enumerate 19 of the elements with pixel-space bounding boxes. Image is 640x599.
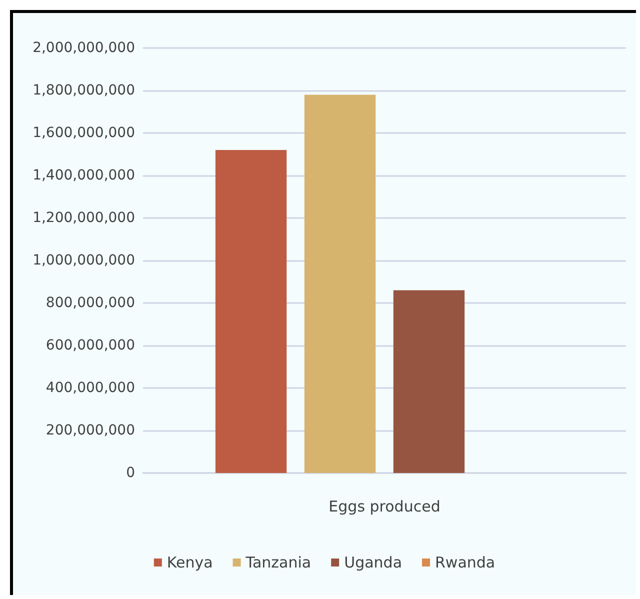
y-tick-label: 400,000,000	[46, 380, 135, 396]
y-tick-label: 600,000,000	[46, 338, 135, 354]
bar	[215, 150, 287, 473]
legend-label: Rwanda	[435, 554, 496, 572]
x-tick-label: Eggs produced	[328, 498, 440, 516]
legend-label: Tanzania	[244, 554, 312, 572]
y-tick-label: 1,400,000,000	[32, 168, 135, 184]
y-tick-label: 2,000,000,000	[32, 40, 135, 56]
legend-label: Kenya	[166, 554, 213, 572]
bar	[304, 94, 376, 473]
y-tick-label: 1,600,000,000	[32, 125, 135, 141]
y-tick-label: 800,000,000	[46, 295, 135, 311]
legend-label: Uganda	[344, 554, 402, 572]
y-tick-label: 1,800,000,000	[32, 82, 135, 98]
y-tick-label: 200,000,000	[46, 422, 135, 438]
y-tick-label: 0	[126, 465, 135, 481]
y-tick-label: 1,200,000,000	[32, 210, 135, 226]
bar	[393, 290, 465, 473]
y-tick-label: 1,000,000,000	[32, 252, 135, 268]
